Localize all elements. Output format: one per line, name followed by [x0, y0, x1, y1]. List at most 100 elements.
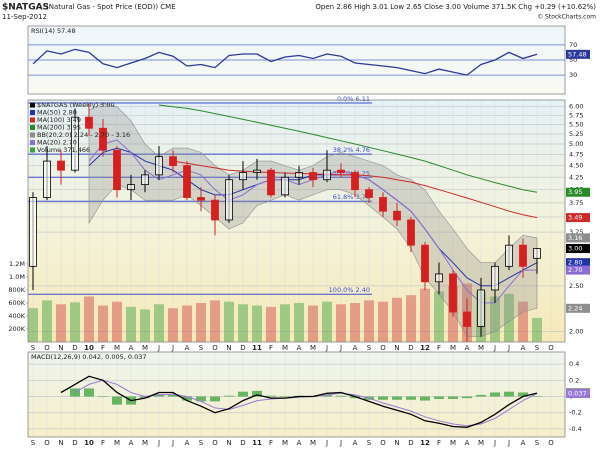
axis-tag	[566, 49, 590, 59]
x-tick-label: J	[507, 344, 510, 352]
volume-bar	[84, 296, 94, 342]
x-tick-label: J	[493, 439, 496, 447]
candle-body	[169, 156, 177, 166]
y-tick-label: 2.50	[569, 282, 583, 290]
histogram-bar	[406, 396, 416, 400]
x-tick-label: M	[142, 344, 148, 352]
volume-bar	[434, 291, 444, 342]
x-tick-label: D	[72, 439, 77, 447]
x-tick-label: A	[353, 439, 358, 447]
x-tick-label: O	[380, 344, 386, 352]
volume-bar	[392, 297, 402, 342]
candle-body	[253, 169, 261, 173]
fib-label: 61.8% 3.78	[333, 193, 370, 201]
panel-title: MACD(12,26,9) 0.042, 0.005, 0.037	[31, 353, 147, 361]
y-tick-label: 5.50	[569, 121, 583, 129]
candle-body	[407, 219, 415, 246]
candle-body	[505, 244, 513, 267]
candle-body	[43, 160, 51, 198]
histogram-bar	[476, 394, 486, 397]
y-tick-label: 5.00	[569, 140, 583, 148]
volume-bar	[350, 302, 360, 342]
candle-body	[323, 169, 331, 181]
x-tick-label: A	[185, 344, 190, 352]
y-tick-label: 5.25	[569, 130, 583, 138]
x-tick-label: N	[58, 344, 63, 352]
x-tick-label: A	[129, 439, 134, 447]
candle-body	[393, 210, 401, 221]
axis-tag	[566, 303, 590, 313]
x-tick-label: 10	[84, 439, 94, 447]
y-tick-label: 0.2	[569, 376, 579, 384]
axis-tag-label: 57.48	[568, 50, 587, 58]
x-tick-label: A	[297, 439, 302, 447]
volume-tick-label: 400K	[8, 312, 25, 320]
histogram-bar	[84, 388, 94, 397]
x-tick-label: M	[114, 344, 120, 352]
x-tick-label: 11	[252, 439, 262, 447]
x-tick-label: O	[548, 344, 554, 352]
x-tick-label: N	[226, 439, 231, 447]
y-tick-label: 0.4	[569, 360, 579, 368]
candle-body	[421, 244, 429, 283]
candle-body	[365, 189, 373, 198]
y-tick-label: 30	[569, 71, 577, 79]
y-tick-label: 4.75	[569, 151, 583, 159]
panel-background	[28, 352, 565, 437]
candle-body	[85, 116, 93, 129]
candle-body	[239, 172, 247, 181]
histogram-bar	[210, 396, 220, 402]
legend-label: BB(20,2.0) 2.24 - 2.70 - 3.16	[37, 131, 130, 139]
volume-bar	[112, 301, 122, 342]
candle-body	[435, 273, 443, 283]
histogram-bar	[224, 395, 234, 397]
x-tick-label: A	[465, 439, 470, 447]
candle-body	[463, 311, 471, 327]
legend-label: $NATGAS (Weekly) 3.00	[37, 101, 115, 109]
histogram-bar	[490, 392, 500, 397]
volume-bar	[196, 302, 206, 342]
histogram-bar	[196, 396, 206, 402]
legend-label: Volume 371,466	[37, 146, 90, 154]
axis-tag-label: 3.95	[568, 188, 582, 196]
x-tick-label: D	[408, 439, 413, 447]
x-tick-label: 10	[84, 344, 94, 352]
y-tick-label: -0.2	[569, 409, 582, 417]
volume-bar	[364, 300, 374, 342]
legend-swatch	[30, 132, 35, 138]
histogram-bar	[168, 394, 178, 397]
legend-swatch	[30, 140, 35, 145]
axis-tag-label: 0.037	[568, 390, 587, 398]
panel-border	[27, 99, 566, 343]
histogram-bar	[112, 396, 122, 405]
x-tick-label: 11	[252, 344, 262, 352]
volume-bar	[532, 317, 542, 342]
x-tick-label: M	[450, 344, 456, 352]
candle-body	[267, 169, 275, 196]
y-tick-label: 5.75	[569, 111, 583, 119]
candle-body	[477, 289, 485, 327]
axis-tag-label: 3.16	[568, 234, 582, 242]
candle-body	[127, 184, 135, 191]
axis-tag-label: 2.70	[568, 266, 582, 274]
x-tick-label: O	[380, 439, 386, 447]
volume-bar	[70, 302, 80, 342]
x-tick-label: N	[394, 344, 399, 352]
legend-swatch	[30, 110, 35, 115]
volume-tick-label: 1.2M	[9, 260, 25, 268]
x-tick-label: S	[367, 439, 372, 447]
candle-body	[309, 172, 317, 181]
histogram-bar	[518, 392, 528, 397]
x-tick-label: F	[437, 439, 441, 447]
candle-body	[71, 116, 79, 171]
histogram-bar	[392, 396, 402, 400]
candle-body	[113, 149, 121, 191]
x-tick-label: M	[310, 439, 316, 447]
histogram-bar	[462, 396, 472, 399]
histogram-bar	[266, 395, 276, 397]
x-tick-label: F	[437, 344, 441, 352]
candle-body	[57, 160, 65, 171]
legend-label: MA(100) 3.49	[37, 116, 81, 124]
x-tick-label: F	[101, 439, 105, 447]
candle-body	[491, 265, 499, 291]
